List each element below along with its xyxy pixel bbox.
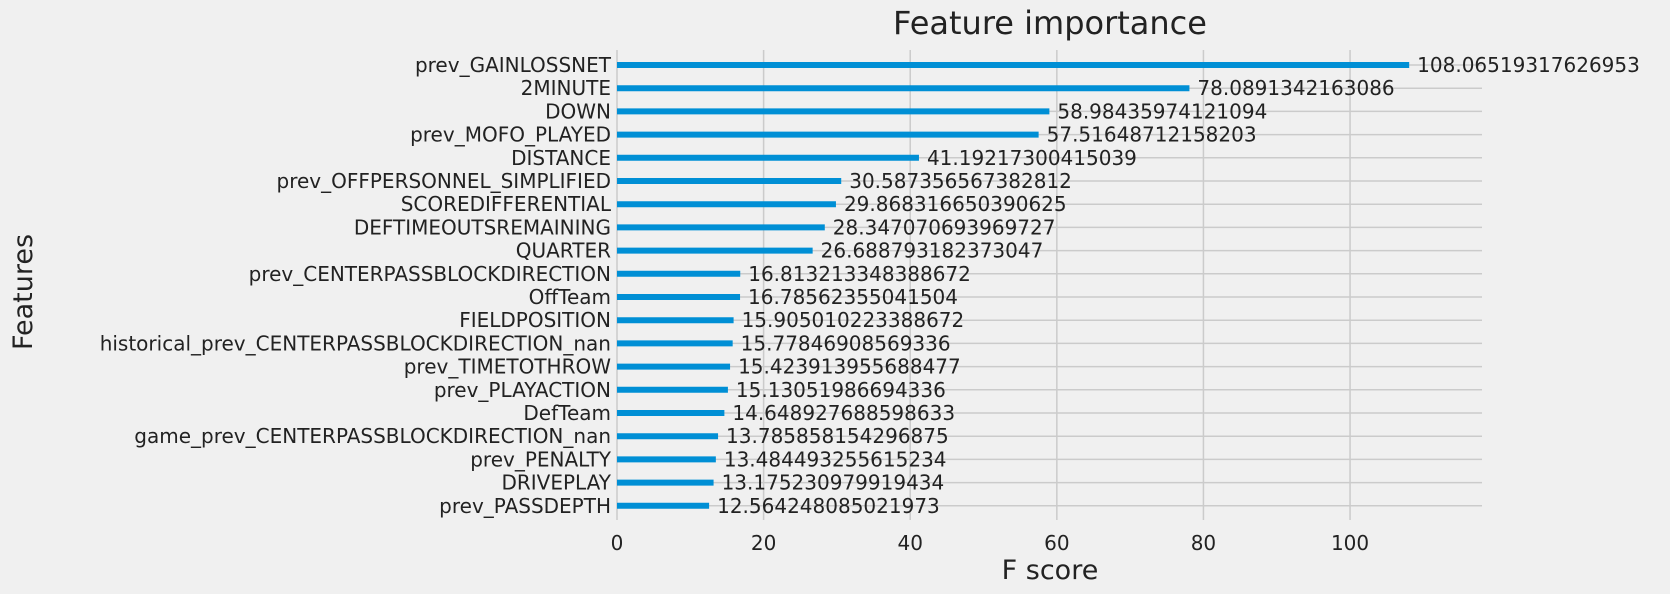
data-label: 13.175230979919434 — [722, 471, 945, 495]
category-label: game_prev_CENTERPASSBLOCKDIRECTION_nan — [134, 424, 611, 448]
data-label: 108.06519317626953 — [1417, 53, 1640, 77]
data-label: 15.905010223388672 — [742, 308, 965, 332]
category-label: DEFTIMEOUTSREMAINING — [354, 215, 611, 239]
y-axis-label: Features — [8, 234, 39, 350]
category-label: prev_PLAYACTION — [434, 378, 611, 402]
category-label: prev_MOFO_PLAYED — [410, 123, 611, 147]
data-label: 78.0891342163086 — [1197, 76, 1394, 100]
x-tick-label: 40 — [897, 531, 922, 555]
bars — [617, 62, 1410, 509]
x-tick-label: 100 — [1331, 531, 1369, 555]
x-axis-label: F score — [1002, 555, 1099, 586]
data-label: 12.564248085021973 — [717, 494, 940, 518]
x-tick-label: 0 — [611, 531, 624, 555]
category-label: 2MINUTE — [521, 76, 611, 100]
category-label: QUARTER — [516, 239, 611, 263]
category-label: prev_PASSDEPTH — [439, 494, 611, 518]
category-label: DOWN — [545, 99, 611, 123]
category-label: SCOREDIFFERENTIAL — [401, 192, 612, 216]
x-tick-label: 80 — [1191, 531, 1216, 555]
data-label: 13.785858154296875 — [726, 424, 949, 448]
data-label: 16.78562355041504 — [748, 285, 958, 309]
data-label: 29.868316650390625 — [844, 192, 1067, 216]
x-tick-label: 60 — [1044, 531, 1069, 555]
category-label: DefTeam — [523, 401, 611, 425]
x-tick-label: 20 — [751, 531, 776, 555]
data-label: 30.587356567382812 — [849, 169, 1072, 193]
data-label: 15.77846908569336 — [741, 331, 951, 355]
category-label: prev_OFFPERSONNEL_SIMPLIFIED — [277, 169, 612, 193]
category-label: prev_TIMETOTHROW — [404, 355, 611, 379]
category-label: OffTeam — [529, 285, 611, 309]
data-label: 15.423913955688477 — [738, 355, 961, 379]
category-label: DRIVEPLAY — [501, 471, 611, 495]
data-label: 16.813213348388672 — [748, 262, 971, 286]
data-label: 28.347070693969727 — [833, 215, 1056, 239]
category-label: FIELDPOSITION — [459, 308, 611, 332]
data-label: 14.648927688598633 — [732, 401, 955, 425]
chart-title: Feature importance — [893, 4, 1207, 42]
data-label: 15.13051986694336 — [736, 378, 946, 402]
category-label: prev_PENALTY — [470, 447, 612, 471]
data-label: 57.51648712158203 — [1047, 123, 1257, 147]
category-label: DISTANCE — [511, 146, 611, 170]
data-label: 58.98435974121094 — [1057, 99, 1267, 123]
category-label: prev_GAINLOSSNET — [415, 53, 612, 77]
labels: 0 20 40 60 80 100 prev_GAINLOSSNET 108.06519317… — [100, 53, 1640, 555]
data-label: 41.19217300415039 — [927, 146, 1137, 170]
category-label: historical_prev_CENTERPASSBLOCKDIRECTION… — [100, 331, 611, 355]
data-label: 13.484493255615234 — [724, 447, 947, 471]
data-label: 26.688793182373047 — [821, 239, 1044, 263]
category-label: prev_CENTERPASSBLOCKDIRECTION — [249, 262, 611, 286]
